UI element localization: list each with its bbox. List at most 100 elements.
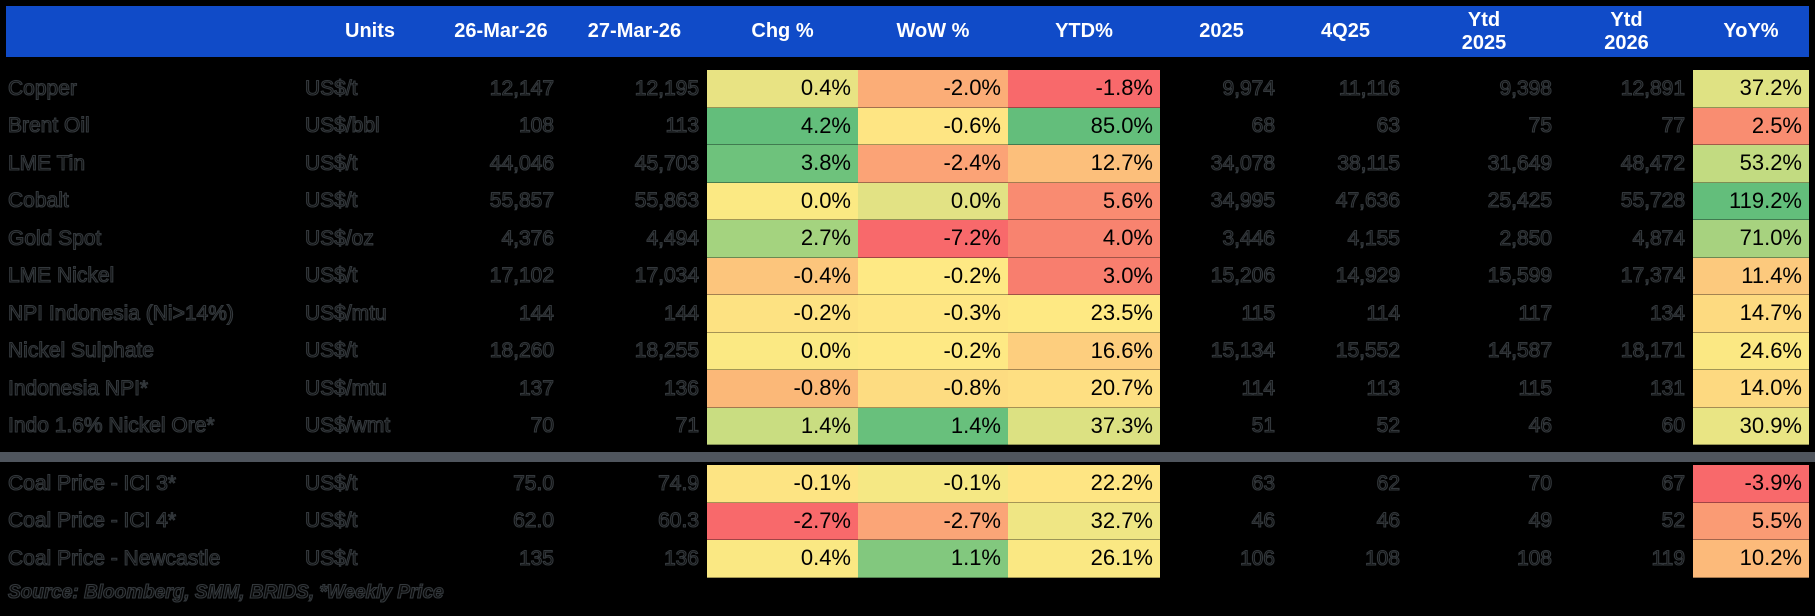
ytd-pct-cell: 3.0% [1008, 257, 1160, 295]
ytd-2026-cell: 18,171 [1620, 339, 1685, 363]
price-27mar-cell: 12,195 [634, 76, 699, 101]
table-header-row: Units 26-Mar-26 27-Mar-26 Chg % WoW % YT… [6, 6, 1809, 57]
ytd-2025-cell: 46 [1528, 414, 1552, 438]
ytd-pct-cell: 16.6% [1008, 332, 1160, 370]
table-row: Coal Price - ICI 3* US$/t 75.0 74.9 -0.1… [6, 465, 1809, 503]
price-27mar-cell: 18,255 [634, 339, 699, 363]
price-27mar-cell: 113 [665, 114, 700, 138]
table-row: Gold Spot US$/oz 4,376 4,494 2.7% -7.2% … [6, 220, 1809, 258]
unit-label: US$/t [304, 339, 358, 363]
ytd-2026-cell: 119 [1651, 546, 1686, 571]
ytd-2026-cell: 131 [1649, 376, 1685, 401]
ytd-2026-cell: 17,374 [1620, 264, 1685, 288]
chg-pct-cell: 0.0% [707, 182, 858, 220]
commodity-label: Coal Price - ICI 4* [7, 509, 177, 533]
yoy-pct-cell: 5.5% [1693, 502, 1809, 540]
section-divider [0, 452, 1815, 462]
chg-pct-cell: 4.2% [707, 107, 858, 145]
ytd-2025-cell: 117 [1518, 301, 1553, 326]
avg-2025-cell: 15,134 [1210, 339, 1275, 363]
avg-4q25-cell: 62 [1376, 471, 1400, 496]
metals-section: Copper US$/t 12,147 12,195 0.4% -2.0% -1… [6, 70, 1809, 445]
ytd-pct-cell: 37.3% [1008, 407, 1160, 445]
wow-pct-cell: 0.0% [858, 182, 1008, 220]
price-27mar-cell: 136 [663, 546, 699, 571]
avg-4q25-cell: 15,552 [1335, 339, 1400, 363]
price-26mar-cell: 70 [530, 414, 554, 438]
ytd-pct-cell: 26.1% [1008, 540, 1160, 578]
ytd-2025-cell: 115 [1518, 376, 1553, 401]
yoy-pct-cell: 11.4% [1693, 257, 1809, 295]
commodity-label: Coal Price - ICI 3* [7, 471, 177, 496]
yoy-pct-cell: 2.5% [1693, 107, 1809, 145]
price-27mar-cell: 71 [675, 414, 699, 438]
col-header-yoy-pct: YoY% [1723, 20, 1779, 43]
commodity-label: NPI Indonesia (Ni>14%) [7, 301, 234, 326]
ytd-2025-cell: 15,599 [1487, 264, 1552, 288]
yoy-pct-cell: 10.2% [1693, 540, 1809, 578]
unit-label: US$/oz [304, 226, 374, 251]
wow-pct-cell: -0.6% [858, 107, 1008, 145]
table-row: Coal Price - ICI 4* US$/t 62.0 60.3 -2.7… [6, 502, 1809, 540]
col-header-4q25: 4Q25 [1321, 20, 1370, 43]
col-header-ytd-pct: YTD% [1055, 20, 1113, 43]
col-header-chg-pct: Chg % [751, 20, 814, 43]
ytd-pct-cell: 20.7% [1008, 370, 1160, 408]
avg-4q25-cell: 114 [1366, 301, 1401, 326]
price-27mar-cell: 74.9 [658, 471, 700, 496]
price-26mar-cell: 62.0 [513, 509, 555, 533]
ytd-2025-cell: 31,649 [1487, 151, 1552, 176]
price-26mar-cell: 75.0 [513, 471, 555, 496]
ytd-2025-cell: 2,850 [1499, 226, 1553, 251]
unit-label: US$/t [304, 546, 358, 571]
wow-pct-cell: -2.4% [858, 145, 1008, 183]
wow-pct-cell: -0.2% [858, 257, 1008, 295]
avg-4q25-cell: 47,636 [1335, 189, 1400, 213]
ytd-2026-cell: 60 [1661, 414, 1685, 438]
ytd-2025-cell: 70 [1528, 471, 1552, 496]
commodity-label: Cobalt [7, 189, 69, 213]
wow-pct-cell: -2.7% [858, 502, 1008, 540]
avg-2025-cell: 115 [1241, 301, 1276, 326]
wow-pct-cell: -0.2% [858, 332, 1008, 370]
coal-section: Coal Price - ICI 3* US$/t 75.0 74.9 -0.1… [6, 465, 1809, 578]
yoy-pct-cell: 30.9% [1693, 407, 1809, 445]
chg-pct-cell: -0.2% [707, 295, 858, 333]
yoy-pct-cell: -3.9% [1693, 465, 1809, 503]
yoy-pct-cell: 119.2% [1693, 182, 1809, 220]
price-27mar-cell: 136 [663, 376, 699, 401]
yoy-pct-cell: 24.6% [1693, 332, 1809, 370]
ytd-2026-cell: 55,728 [1620, 189, 1685, 213]
chg-pct-cell: -0.1% [707, 465, 858, 503]
unit-label: US$/bbl [304, 114, 380, 138]
unit-label: US$/mtu [304, 301, 387, 326]
col-header-27mar: 27-Mar-26 [587, 20, 682, 43]
yoy-pct-cell: 71.0% [1693, 220, 1809, 258]
table-row: Brent Oil US$/bbl 108 113 4.2% -0.6% 85.… [6, 107, 1809, 145]
price-27mar-cell: 17,034 [634, 264, 699, 288]
chg-pct-cell: -0.8% [707, 370, 858, 408]
table-row: LME Tin US$/t 44,046 45,703 3.8% -2.4% 1… [6, 145, 1809, 183]
commodity-label: LME Nickel [7, 264, 115, 288]
avg-4q25-cell: 14,929 [1335, 264, 1400, 288]
avg-4q25-cell: 63 [1376, 114, 1400, 138]
commodity-label: Indo 1.6% Nickel Ore* [7, 414, 215, 438]
avg-4q25-cell: 38,115 [1337, 151, 1401, 176]
chg-pct-cell: 2.7% [707, 220, 858, 258]
avg-2025-cell: 114 [1241, 376, 1276, 401]
col-header-ytd-2025: Ytd 2025 [1461, 9, 1507, 54]
col-header-ytd-2026: Ytd 2026 [1604, 9, 1649, 54]
price-27mar-cell: 55,863 [634, 189, 699, 213]
chg-pct-cell: -0.4% [707, 257, 858, 295]
unit-label: US$/t [304, 509, 358, 533]
wow-pct-cell: 1.1% [858, 540, 1008, 578]
ytd-pct-cell: 32.7% [1008, 502, 1160, 540]
ytd-2026-cell: 12,891 [1620, 76, 1685, 101]
wow-pct-cell: -0.3% [858, 295, 1008, 333]
commodity-label: Nickel Sulphate [7, 339, 154, 363]
col-header-2025: 2025 [1199, 20, 1244, 43]
commodity-label: Coal Price - Newcastle [7, 546, 221, 571]
col-header-units: Units [345, 20, 395, 43]
source-note: Source: Bloomberg, SMM, BRIDS, *Weekly P… [7, 581, 444, 603]
ytd-2026-cell: 48,472 [1620, 151, 1685, 176]
